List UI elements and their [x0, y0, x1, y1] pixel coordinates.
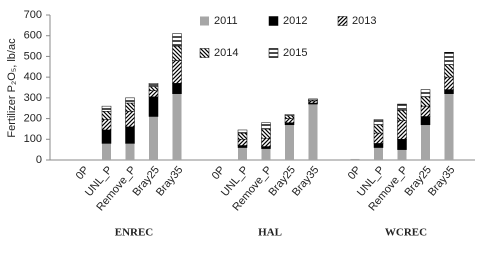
legend-label: 2014 — [214, 47, 238, 59]
bar-segment — [373, 143, 384, 148]
group-label: HAL — [258, 227, 282, 239]
y-tick-label: 700 — [24, 9, 42, 21]
y-tick-label: 0 — [36, 154, 42, 166]
bar-segment — [172, 45, 182, 61]
y-tick-label: 500 — [24, 50, 42, 62]
bar-segment — [149, 116, 158, 160]
bar-segment — [172, 33, 182, 47]
bar-segment — [237, 129, 248, 134]
bar-segment — [101, 111, 112, 120]
bar-segment — [102, 143, 111, 160]
bar-segment — [284, 115, 295, 119]
bar-segment — [261, 138, 271, 147]
bar-segment — [172, 93, 182, 160]
bar-segment — [308, 98, 318, 101]
bar-segment — [148, 83, 159, 87]
y-tick-label: 300 — [24, 92, 42, 104]
bar-segment — [308, 104, 318, 160]
bar-segment — [101, 119, 112, 131]
bar-segment — [397, 149, 407, 160]
bar-segment — [444, 89, 454, 94]
bar-segment — [373, 119, 384, 126]
legend-swatch — [268, 16, 279, 26]
x-tick-label: 0P — [346, 164, 364, 182]
bar-segment — [172, 83, 182, 94]
bar-segment — [420, 116, 431, 126]
bar-segment — [420, 105, 431, 117]
bar-segment — [444, 76, 454, 90]
legend-swatch — [337, 16, 348, 26]
legend-label: 2013 — [352, 15, 376, 27]
bar-segment — [308, 100, 318, 104]
bar-segment — [148, 96, 159, 117]
bar-segment — [261, 148, 271, 160]
bar-segment — [374, 147, 383, 160]
bar-segment — [420, 89, 431, 98]
y-tick-label: 200 — [24, 112, 42, 124]
bar-segment — [261, 122, 271, 130]
bar-segment — [125, 111, 135, 128]
bar-segment — [397, 103, 407, 111]
bar-segment — [238, 147, 247, 160]
bar-segment — [397, 120, 407, 140]
bar-segment — [284, 114, 295, 116]
bar-segment — [125, 126, 135, 144]
x-tick-label: 0P — [74, 164, 92, 182]
bar-segment — [237, 145, 248, 148]
bar-segment — [285, 124, 294, 160]
legend-label: 2011 — [214, 15, 238, 27]
x-tick-label: 0P — [210, 164, 228, 182]
bar-segment — [125, 97, 135, 104]
bar-segment — [284, 122, 295, 126]
bar-segment — [261, 146, 271, 149]
legend-label: 2015 — [283, 47, 307, 59]
bar-segment — [420, 96, 431, 107]
legend-label: 2012 — [283, 15, 307, 27]
bar-segment — [421, 124, 430, 160]
bar-segment — [237, 132, 248, 140]
bar-segment — [397, 110, 407, 121]
bar-segment — [125, 102, 135, 112]
bar-segment — [373, 124, 384, 134]
bar-segment — [397, 139, 407, 150]
bar-segment — [373, 132, 384, 144]
bar-segment — [444, 64, 454, 78]
bar-segment — [101, 129, 112, 144]
bar-segment — [237, 139, 248, 146]
bar-segment — [125, 143, 135, 160]
y-axis-label: Fertilizer P₂O₅, lb/ac — [6, 38, 18, 138]
group-label: ENREC — [115, 227, 154, 239]
bar-segment — [350, 158, 360, 160]
y-tick-label: 100 — [24, 133, 42, 145]
bar-segment — [148, 86, 159, 91]
bar-segment — [101, 105, 112, 112]
group-label: WCREC — [385, 227, 427, 239]
bar-segment — [148, 90, 159, 98]
bar-segment — [261, 128, 271, 139]
legend-swatch — [199, 48, 210, 58]
y-tick-label: 600 — [24, 30, 42, 42]
bar-segment — [444, 93, 454, 160]
legend-swatch — [268, 48, 279, 58]
legend-swatch — [200, 16, 209, 26]
bar-segment — [444, 52, 454, 65]
bar-segment — [284, 118, 295, 123]
y-tick-label: 400 — [24, 71, 42, 83]
bar-segment — [172, 60, 182, 84]
